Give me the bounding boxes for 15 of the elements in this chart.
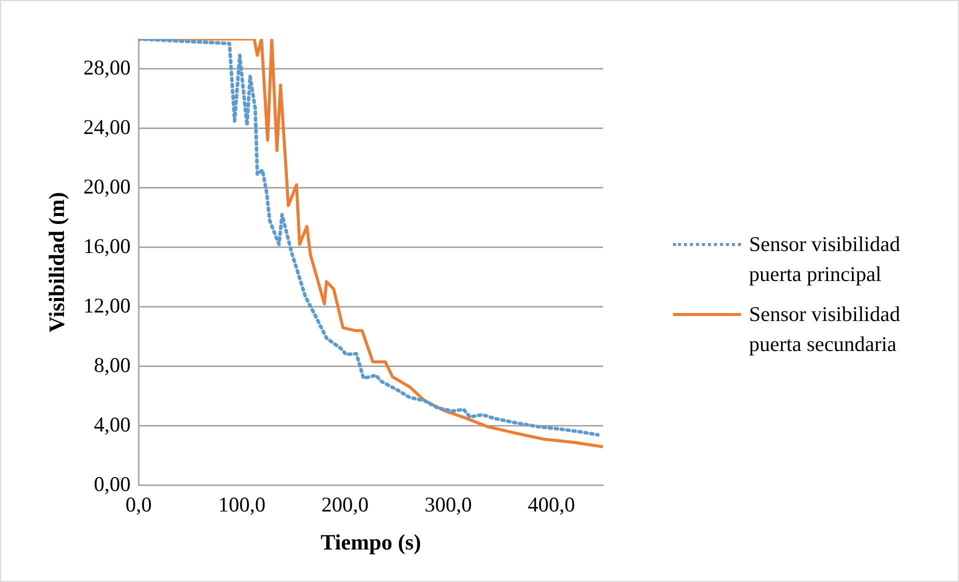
x-axis-title: Tiempo (s) (320, 529, 422, 554)
y-tick-label: 8,00 (94, 352, 131, 377)
legend-label: Sensor visibilidad puerta secundaria (749, 301, 902, 358)
y-axis-title: Visibilidad (m) (44, 192, 69, 332)
y-tick-label: 24,00 (83, 114, 131, 139)
x-tick-label: 100,0 (218, 492, 266, 517)
y-tick-label: 12,00 (83, 293, 131, 318)
y-tick-label: 28,00 (83, 55, 131, 80)
x-tick-label: 200,0 (321, 492, 369, 517)
y-tick-label: 20,00 (83, 174, 131, 198)
y-tick-label: 4,00 (94, 412, 131, 436)
legend-label: Sensor visibilidad puerta principal (749, 231, 902, 288)
x-tick-label: 400,0 (528, 492, 576, 517)
y-tick-label: 16,00 (83, 234, 131, 258)
x-tick-label: 300,0 (424, 492, 472, 517)
